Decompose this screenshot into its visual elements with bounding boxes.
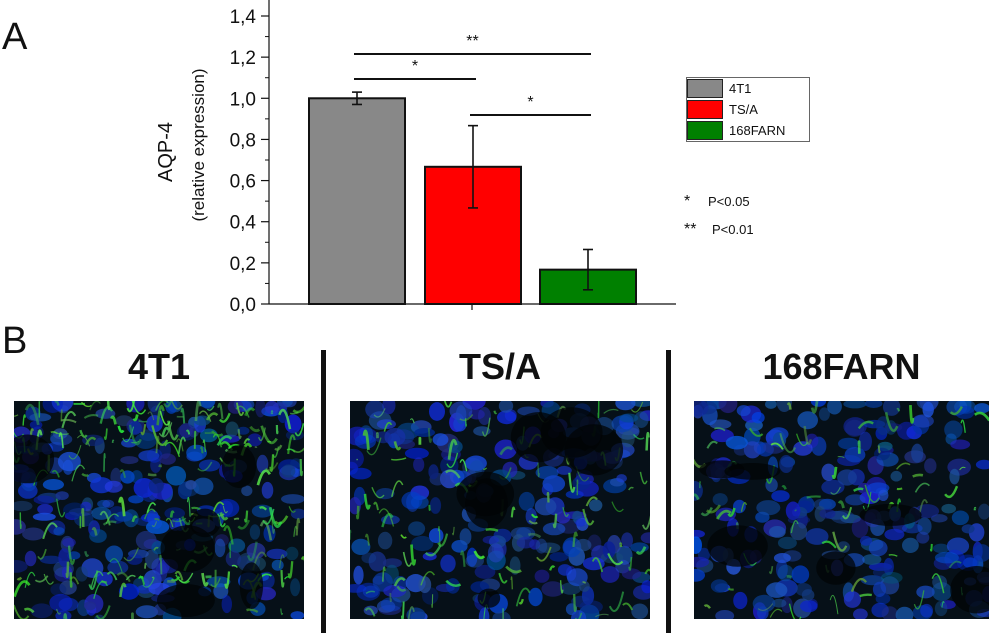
chart-error-bars [352, 91, 593, 291]
significance-key-2: ** P<0.01 [684, 221, 754, 239]
y-tick-label: 0,6 [230, 172, 256, 193]
y-tick-label: 1,4 [230, 7, 257, 28]
y-tick-label: 0,0 [230, 295, 256, 316]
panel-divider-1 [321, 350, 326, 633]
significance-key-2-symbol: ** [684, 221, 697, 238]
legend-label-tsa: TS/A [729, 102, 758, 117]
y-tick-label: 0,2 [230, 254, 256, 275]
chart-bars [308, 97, 637, 306]
y-axis-sublabel: (relative expression) [189, 68, 208, 221]
chart-legend: 4T1 TS/A 168FARN [686, 77, 810, 142]
y-tick-label: 0,4 [230, 213, 257, 234]
significance-key-1: * P<0.05 [684, 193, 750, 211]
legend-label-4t1: 4T1 [729, 81, 752, 96]
panel-divider-2 [666, 350, 671, 633]
legend-item-tsa: TS/A [687, 99, 809, 120]
y-tick-label: 1,0 [230, 89, 256, 110]
significance-label: * [412, 58, 418, 75]
legend-swatch-tsa [687, 100, 723, 119]
y-tick-label: 0,8 [230, 130, 256, 151]
legend-item-168farn: 168FARN [687, 120, 809, 141]
significance-key-1-text: P<0.05 [708, 194, 750, 209]
panel-a-letter: A [2, 16, 28, 58]
panel-b-letter: B [2, 320, 28, 362]
significance-label: ** [466, 33, 478, 50]
significance-key-2-text: P<0.01 [712, 222, 754, 237]
chart-significance-brackets: **** [354, 33, 591, 116]
image-title-168farn: 168FARN [762, 346, 921, 387]
y-tick-label: 1,2 [230, 48, 256, 69]
legend-swatch-168farn [687, 121, 723, 140]
bar-chart: 0,00,20,40,60,81,01,21,4 **** AQP-4 (rel… [155, 0, 676, 316]
significance-label: * [527, 94, 533, 111]
image-title-tsa: TS/A [458, 346, 541, 387]
image-title-4t1: 4T1 [127, 346, 191, 387]
legend-label-168farn: 168FARN [729, 123, 786, 138]
legend-item-4t1: 4T1 [687, 78, 809, 99]
bar-4t1 [308, 97, 406, 305]
micrograph-4t1 [14, 401, 304, 619]
micrograph-168farn [694, 401, 989, 619]
legend-swatch-4t1 [687, 79, 723, 98]
y-axis-label: AQP-4 [155, 122, 177, 182]
micrograph-tsa [350, 401, 650, 619]
significance-key-1-symbol: * [684, 193, 691, 210]
